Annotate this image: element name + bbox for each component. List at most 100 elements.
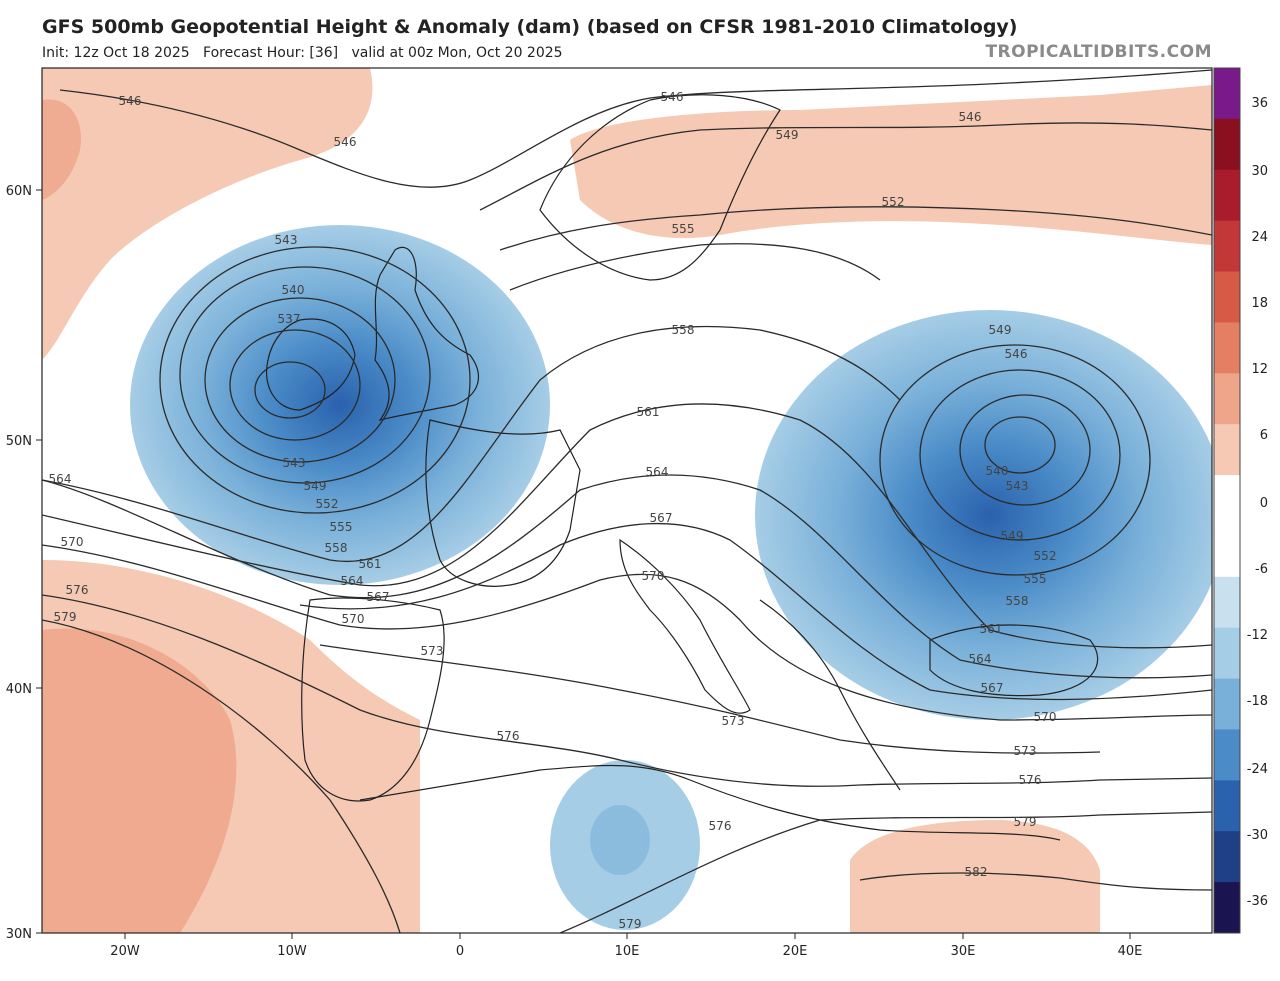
contour-label: 567 [367, 590, 390, 604]
positive-anomaly-north-atlantic-core [42, 99, 81, 200]
contour-555 [509, 243, 881, 291]
negative-anomaly-tunisia-core [590, 805, 650, 875]
longitude-axis: 20W 10W 0 10E 20E 30E 40E [110, 933, 1142, 959]
lon-label-10w: 10W [277, 944, 307, 959]
contour-label: 546 [1005, 347, 1028, 361]
contour-label: 561 [637, 405, 660, 419]
contour-label: 576 [1019, 773, 1042, 787]
colorbar-label: 30 [1251, 164, 1268, 179]
contour-570 [42, 544, 1212, 721]
contour-label: 543 [275, 233, 298, 247]
great-britain-coast [374, 246, 479, 421]
ireland-coast [266, 318, 356, 411]
contour-ring [254, 361, 326, 419]
contour-label: 579 [54, 610, 77, 624]
map-title: GFS 500mb Geopotential Height & Anomaly … [42, 16, 1018, 38]
contour-label: 570 [1034, 710, 1057, 724]
colorbar-segment [1214, 169, 1240, 222]
contour-label: 546 [661, 90, 684, 104]
brand-watermark: TROPICALTIDBITS.COM [985, 42, 1212, 62]
contour-label: 546 [334, 135, 357, 149]
scandinavia-coast [539, 94, 781, 281]
colorbar-segment [1214, 475, 1240, 527]
colorbar-label: -6 [1255, 562, 1268, 577]
colorbar-label: 12 [1251, 362, 1268, 377]
contour-561 [42, 403, 1212, 649]
contour-label: 549 [1001, 529, 1024, 543]
contour-label: 564 [646, 465, 669, 479]
colorbar-segment [1214, 831, 1240, 883]
positive-anomaly-north-atlantic [42, 68, 373, 360]
contour-label: 555 [1024, 572, 1047, 586]
lon-label-20e: 20E [783, 944, 808, 959]
contour-546 [59, 69, 1212, 188]
contour-label: 579 [619, 917, 642, 931]
colorbar-segment [1214, 271, 1240, 323]
colorbar-label: 0 [1260, 496, 1268, 511]
lat-label-50n: 50N [6, 434, 32, 449]
contour-label: 543 [283, 456, 306, 470]
height-contours [42, 69, 1212, 933]
contour-label: 540 [986, 464, 1009, 478]
contour-label: 558 [1006, 594, 1029, 608]
contour-582 [859, 872, 1212, 891]
colorbar-label: -12 [1247, 628, 1268, 643]
contour-label: 552 [1034, 549, 1057, 563]
contour-ring [919, 369, 1121, 541]
contour-ring [179, 266, 431, 484]
colorbar-segment [1214, 729, 1240, 781]
anomaly-fill-layer [42, 68, 1212, 933]
latitude-axis: 60N 50N 40N 30N [6, 184, 42, 942]
contour-label: 573 [421, 644, 444, 658]
contour-label: 573 [1014, 744, 1037, 758]
contour-549 [479, 122, 1212, 211]
contour-label: 555 [330, 520, 353, 534]
colorbar-label: 36 [1251, 96, 1268, 111]
lon-label-40e: 40E [1118, 944, 1143, 959]
north-africa-coast [359, 764, 1061, 841]
colorbar-segment [1214, 220, 1240, 273]
lat-label-40n: 40N [6, 682, 32, 697]
contour-label: 561 [359, 557, 382, 571]
colorbar-segment [1214, 780, 1240, 832]
colorbar-label: -24 [1247, 762, 1268, 777]
colorbar-labels: 36 30 24 18 12 6 0 -6 -12 -18 -24 -30 -36 [1247, 96, 1268, 909]
colorbar-label: 24 [1251, 230, 1268, 245]
contour-label: 570 [642, 569, 665, 583]
contour-label: 570 [342, 612, 365, 626]
contour-label: 567 [650, 511, 673, 525]
colorbar-segment [1214, 576, 1240, 629]
colorbar-segment [1214, 627, 1240, 680]
iberia-coast [301, 597, 445, 802]
contour-ring [959, 394, 1091, 506]
colorbar-label: -30 [1247, 828, 1268, 843]
contour-label: 543 [1006, 479, 1029, 493]
contour-564 [42, 474, 1212, 679]
colorbar-segment [1214, 882, 1240, 934]
contour-label: 564 [969, 652, 992, 666]
contour-579 [42, 619, 1212, 933]
contour-label: 576 [497, 729, 520, 743]
colorbar-segment [1214, 424, 1240, 476]
contour-labels: 5465465465495465525555435405375435495525… [49, 90, 1057, 931]
lon-label-20w: 20W [110, 944, 140, 959]
colorbar-label: 6 [1260, 428, 1268, 443]
colorbar-segment [1214, 525, 1240, 578]
contour-552 [499, 206, 1212, 251]
colorbar-segment [1214, 322, 1240, 374]
contour-ring [159, 246, 471, 514]
contour-label: 576 [66, 583, 89, 597]
colorbar-frame [1213, 67, 1241, 934]
contour-label: 582 [965, 865, 988, 879]
contour-label: 546 [119, 94, 142, 108]
contour-label: 570 [61, 535, 84, 549]
coastline-layer [266, 94, 1099, 841]
contour-label: 558 [672, 323, 695, 337]
contour-ring [879, 344, 1151, 576]
contour-label: 549 [776, 128, 799, 142]
contour-label: 561 [980, 622, 1003, 636]
colorbar-label: -18 [1247, 694, 1268, 709]
anomaly-colorbar [1213, 67, 1241, 934]
lon-label-30e: 30E [951, 944, 976, 959]
